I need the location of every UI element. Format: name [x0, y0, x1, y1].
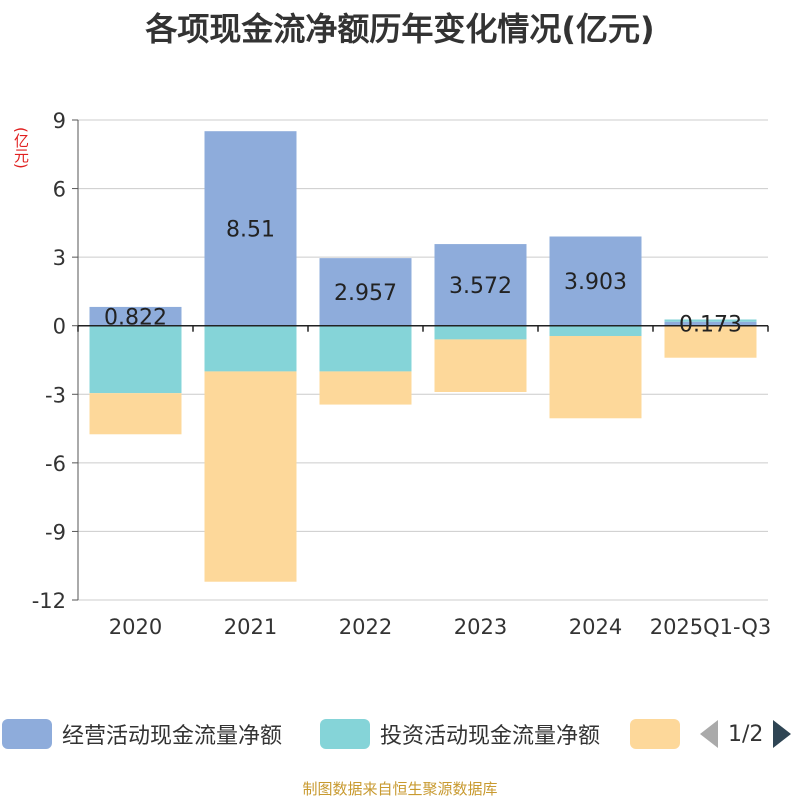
y-tick-label: 6 — [53, 178, 66, 202]
y-tick-label: 3 — [53, 246, 66, 270]
x-tick-label: 2020 — [109, 615, 162, 639]
bar-operating — [204, 131, 297, 326]
data-label: 3.572 — [449, 274, 512, 299]
bar-financing — [204, 371, 297, 582]
bar-operating — [89, 306, 182, 326]
y-tick-label: 0 — [53, 315, 66, 339]
bar-financing — [319, 371, 412, 405]
legend-pager: 1/2 — [700, 720, 792, 748]
y-tick-label: 9 — [53, 109, 66, 133]
legend-label-investing: 投资活动现金流量净额 — [380, 724, 601, 749]
x-tick-label: 2021 — [224, 615, 277, 639]
legend-swatch-operating — [2, 719, 52, 749]
legend-item-investing[interactable]: 投资活动现金流量净额 — [320, 714, 600, 754]
data-label: 8.51 — [226, 217, 275, 242]
legend-label-operating: 经营活动现金流量净额 — [62, 724, 283, 749]
bar-investing — [89, 325, 182, 394]
bar-operating — [434, 244, 527, 326]
bar-financing — [89, 393, 182, 435]
x-tick-label: 2024 — [569, 615, 622, 639]
bar-investing — [204, 325, 297, 372]
legend-next-icon[interactable] — [773, 720, 792, 748]
y-tick-label: -6 — [45, 452, 66, 476]
chart-canvas: 9 6 3 0 -3 -6 -9 -12 2020 2021 2022 2023 2024 2025Q1-… — [32, 109, 772, 639]
y-tick-label: -12 — [32, 589, 66, 613]
bar-operating — [549, 236, 642, 326]
legend: 经营活动现金流量净额 投资活动现金流量净额 1/2 — [0, 714, 800, 754]
data-label: 0.173 — [679, 313, 742, 338]
x-tick-label: 2022 — [339, 615, 392, 639]
bar-investing — [434, 325, 527, 340]
y-tick-label: -3 — [45, 383, 66, 407]
bar-investing — [319, 325, 412, 372]
legend-swatch-financing — [630, 719, 680, 749]
data-source-note: 制图数据来自恒生聚源数据库 — [302, 780, 498, 798]
legend-page-indicator: 1/2 — [728, 721, 764, 747]
bar-investing — [549, 325, 642, 336]
y-axis-unit: (亿元) — [12, 127, 30, 169]
bar-financing — [549, 336, 642, 419]
x-tick-label: 2023 — [454, 615, 507, 639]
bar-investing — [664, 319, 757, 322]
legend-item-financing[interactable] — [630, 714, 680, 754]
data-label: 0.822 — [104, 305, 167, 330]
bar-financing — [434, 339, 527, 392]
chart-title: 各项现金流净额历年变化情况(亿元) — [145, 10, 655, 48]
legend-prev-icon[interactable] — [700, 720, 718, 748]
x-tick-label: 2025Q1-Q3 — [650, 615, 772, 639]
data-label: 2.957 — [334, 281, 397, 306]
bar-operating — [664, 321, 757, 326]
y-tick-label: -9 — [45, 520, 66, 544]
bar-operating — [319, 258, 412, 326]
data-label: 3.903 — [564, 270, 627, 295]
legend-item-operating[interactable]: 经营活动现金流量净额 — [2, 714, 282, 754]
legend-swatch-investing — [320, 719, 370, 749]
bar-financing — [664, 325, 757, 358]
